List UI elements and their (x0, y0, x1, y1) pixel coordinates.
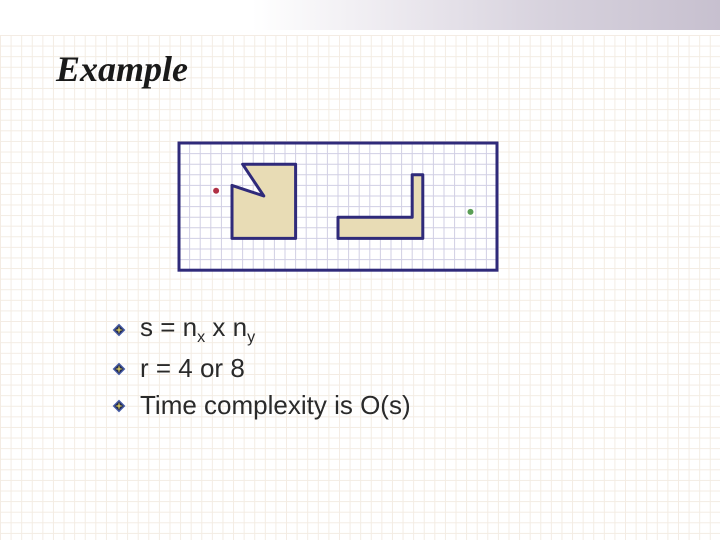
diamond-bullet-icon (112, 323, 126, 337)
diamond-bullet-icon (112, 362, 126, 376)
diamond-bullet-icon (112, 399, 126, 413)
goal-dot (467, 209, 473, 215)
slide-title: Example (56, 48, 188, 90)
bullet-item: Time complexity is O(s) (112, 390, 411, 421)
bullet-item: s = nx x ny (112, 312, 411, 347)
bullet-text: Time complexity is O(s) (140, 390, 411, 421)
bullet-text: r = 4 or 8 (140, 353, 245, 384)
header-gradient-bar (0, 0, 720, 30)
start-dot (213, 188, 219, 194)
bullet-item: r = 4 or 8 (112, 353, 411, 384)
bullet-text: s = nx x ny (140, 312, 255, 347)
bullet-list: s = nx x ny r = 4 or 8 Time complexity i… (112, 312, 411, 427)
slide-background-grid (0, 35, 720, 540)
figure-svg (176, 140, 500, 273)
grid-figure (176, 140, 498, 273)
